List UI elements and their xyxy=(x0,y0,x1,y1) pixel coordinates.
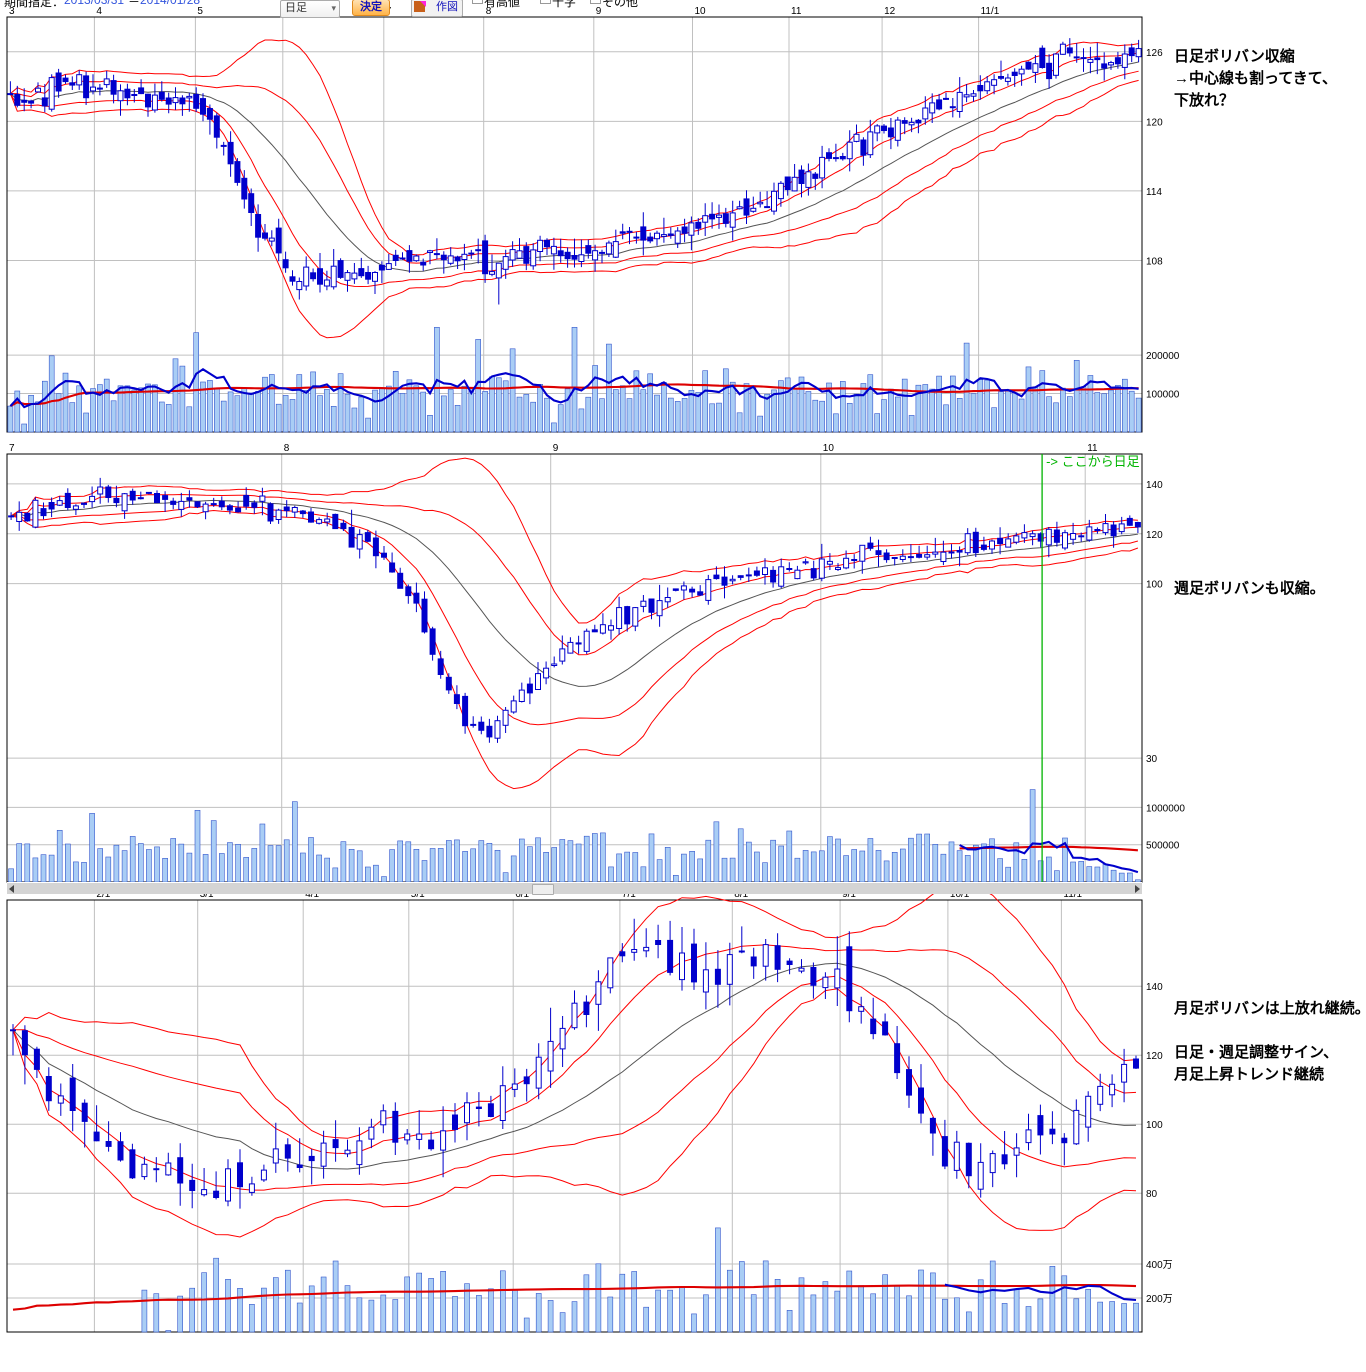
svg-text:200万: 200万 xyxy=(1146,1294,1173,1305)
svg-text:100000: 100000 xyxy=(1146,390,1180,401)
svg-text:200000: 200000 xyxy=(1146,351,1180,362)
svg-text:108: 108 xyxy=(1146,256,1163,267)
svg-text:120: 120 xyxy=(1146,530,1163,541)
svg-text:100: 100 xyxy=(1146,1120,1163,1131)
svg-text:-> ここから日足: -> ここから日足 xyxy=(1046,454,1140,469)
svg-text:100: 100 xyxy=(1146,580,1163,591)
svg-text:120: 120 xyxy=(1146,117,1163,128)
svg-text:7: 7 xyxy=(9,443,15,454)
svg-text:8: 8 xyxy=(284,443,290,454)
svg-text:30: 30 xyxy=(1146,754,1158,765)
svg-text:9: 9 xyxy=(553,443,559,454)
svg-text:10: 10 xyxy=(823,443,835,454)
svg-text:80: 80 xyxy=(1146,1189,1158,1200)
svg-text:140: 140 xyxy=(1146,480,1163,491)
svg-text:114: 114 xyxy=(1146,187,1162,198)
svg-text:140: 140 xyxy=(1146,982,1163,993)
svg-text:500000: 500000 xyxy=(1146,841,1180,852)
svg-text:120: 120 xyxy=(1146,1051,1163,1062)
svg-text:126: 126 xyxy=(1146,48,1163,59)
svg-text:11: 11 xyxy=(1087,443,1098,454)
svg-text:400万: 400万 xyxy=(1146,1260,1173,1271)
svg-text:1000000: 1000000 xyxy=(1146,803,1185,814)
